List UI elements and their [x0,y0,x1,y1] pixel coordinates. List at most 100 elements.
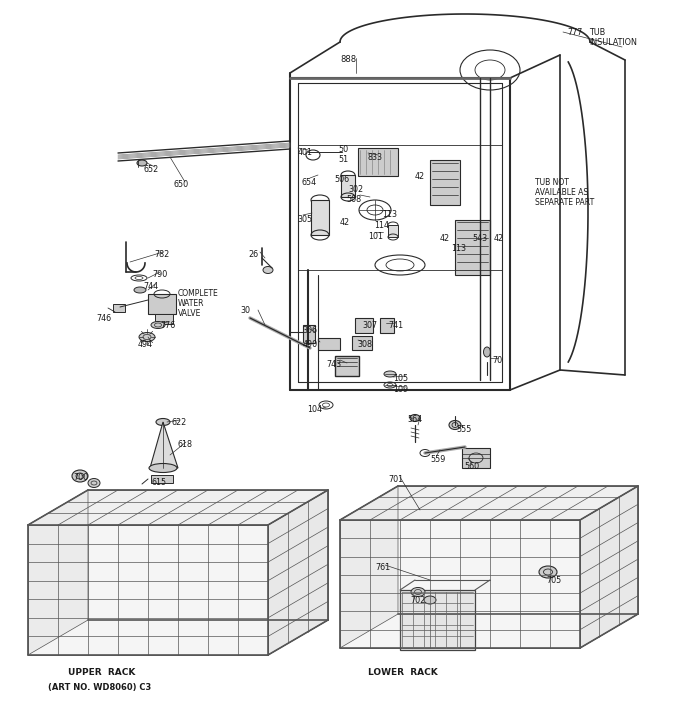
Bar [358,148,398,176]
Bar [462,448,490,468]
Text: 741: 741 [388,321,403,330]
Polygon shape [580,486,638,648]
Bar [430,160,460,205]
Text: 42: 42 [415,172,425,181]
Bar [148,294,176,314]
Bar [388,225,398,237]
Text: 564: 564 [407,415,422,424]
Text: UPPER  RACK: UPPER RACK [68,668,135,677]
Text: 702: 702 [410,596,425,605]
Bar [311,200,329,235]
Polygon shape [28,525,268,655]
Ellipse shape [411,587,425,597]
Text: 30: 30 [240,306,250,315]
Polygon shape [28,490,88,655]
Text: 26: 26 [248,250,258,259]
Text: 42: 42 [340,218,350,227]
Ellipse shape [72,470,88,482]
Ellipse shape [410,415,420,421]
Text: COMPLETE: COMPLETE [178,289,219,298]
Ellipse shape [137,160,147,166]
Text: 888: 888 [340,55,356,64]
Text: 42: 42 [440,234,450,243]
Text: TUB: TUB [589,28,605,37]
Text: 109: 109 [393,385,408,394]
Text: 42: 42 [494,234,504,243]
Text: 705: 705 [546,576,561,585]
Ellipse shape [156,418,170,426]
Text: 50: 50 [338,145,348,154]
Polygon shape [340,486,638,520]
Text: LOWER  RACK: LOWER RACK [368,668,438,677]
Text: 105: 105 [393,374,408,383]
Text: 654: 654 [302,178,317,187]
Text: 302: 302 [348,185,363,194]
Ellipse shape [134,287,146,293]
Text: 776: 776 [160,321,175,330]
Bar [380,318,394,333]
Bar [341,175,355,197]
Text: TUB NOT: TUB NOT [535,178,569,187]
Text: 833: 833 [368,153,383,162]
Text: 306: 306 [302,326,317,335]
Polygon shape [150,422,178,468]
Text: 101: 101 [368,232,383,241]
Polygon shape [28,620,328,655]
Bar [455,220,490,275]
Text: 113: 113 [451,244,466,253]
Bar [155,314,173,324]
Text: 506: 506 [334,175,349,184]
Text: 559: 559 [430,455,445,464]
Text: 761: 761 [375,563,390,572]
Text: 114: 114 [374,221,389,230]
Text: 543: 543 [472,234,487,243]
Ellipse shape [539,566,557,578]
Ellipse shape [449,420,461,429]
Text: 618: 618 [178,440,193,449]
Ellipse shape [88,478,100,487]
Bar [352,336,372,350]
Text: 777: 777 [567,28,582,37]
Ellipse shape [384,371,396,377]
Text: 746: 746 [96,314,111,323]
Text: 308: 308 [357,340,372,349]
Text: (ART NO. WD8060) C3: (ART NO. WD8060) C3 [48,683,151,692]
Ellipse shape [151,321,165,328]
Bar [318,338,340,350]
Text: VALVE: VALVE [178,309,201,318]
Text: 307: 307 [362,321,377,330]
Text: 790: 790 [152,270,167,279]
Bar [113,304,125,312]
Ellipse shape [263,267,273,273]
Text: SEPARATE PART: SEPARATE PART [535,198,594,207]
Ellipse shape [483,347,490,357]
Bar [355,318,373,333]
Text: 701: 701 [388,475,403,484]
Text: 615: 615 [151,478,166,487]
Text: 650: 650 [173,180,188,189]
Text: 700: 700 [73,473,88,482]
Text: INSULATION: INSULATION [589,38,637,47]
Text: 560: 560 [464,462,479,471]
Text: 104: 104 [307,405,322,414]
Bar [400,590,475,650]
Ellipse shape [149,463,177,473]
Bar [151,475,173,483]
Ellipse shape [139,333,155,341]
Text: 70: 70 [492,356,502,365]
Polygon shape [340,614,638,648]
Text: WATER: WATER [178,299,205,308]
Text: 622: 622 [171,418,186,427]
Text: 744: 744 [143,282,158,291]
Ellipse shape [424,596,436,604]
Text: 305: 305 [297,215,312,224]
Text: 494: 494 [138,340,153,349]
Text: 401: 401 [298,148,313,157]
Polygon shape [268,490,328,655]
Text: 782: 782 [154,250,169,259]
Text: 490: 490 [303,340,318,349]
Polygon shape [340,486,398,648]
Text: 113: 113 [382,210,397,219]
Polygon shape [28,490,328,525]
Bar [335,356,359,376]
